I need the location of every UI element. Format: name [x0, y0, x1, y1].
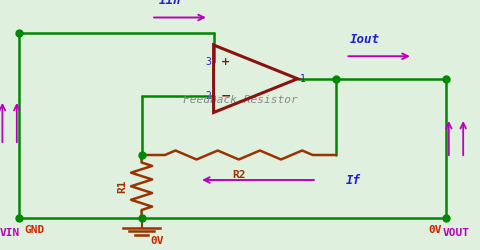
Text: VOUT: VOUT [443, 228, 469, 237]
Text: +: + [221, 57, 230, 67]
Text: Iout: Iout [350, 33, 380, 46]
Text: R2: R2 [232, 170, 246, 180]
Text: −: − [220, 89, 231, 102]
Text: 1: 1 [300, 74, 306, 84]
Text: 3: 3 [205, 57, 211, 67]
Text: 0V: 0V [428, 225, 442, 235]
Text: 0V: 0V [150, 236, 164, 246]
Text: VIN: VIN [0, 228, 20, 237]
Text: R1: R1 [117, 180, 127, 193]
Text: 2: 2 [205, 90, 211, 101]
Text: Feedback Resistor: Feedback Resistor [182, 95, 298, 105]
Text: GND: GND [24, 225, 44, 235]
Text: If: If [346, 174, 360, 186]
Text: Iin: Iin [159, 0, 181, 8]
